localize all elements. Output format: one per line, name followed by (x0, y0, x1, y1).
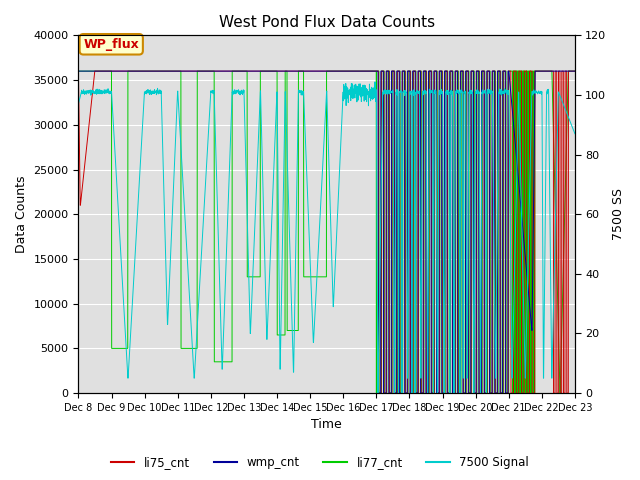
Y-axis label: Data Counts: Data Counts (15, 176, 28, 253)
Y-axis label: 7500 SS: 7500 SS (612, 188, 625, 240)
Legend: li75_cnt, wmp_cnt, li77_cnt, 7500 Signal: li75_cnt, wmp_cnt, li77_cnt, 7500 Signal (106, 452, 534, 474)
Text: WP_flux: WP_flux (83, 38, 139, 51)
X-axis label: Time: Time (311, 419, 342, 432)
Title: West Pond Flux Data Counts: West Pond Flux Data Counts (219, 15, 435, 30)
